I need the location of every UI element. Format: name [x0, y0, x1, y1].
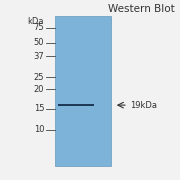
Bar	[55, 16, 111, 166]
Text: 19kDa: 19kDa	[130, 101, 157, 110]
Text: 20: 20	[34, 85, 44, 94]
Text: Western Blot: Western Blot	[108, 4, 175, 14]
Text: 75: 75	[33, 23, 44, 32]
Text: 25: 25	[34, 73, 44, 82]
Text: 37: 37	[33, 52, 44, 61]
Text: 15: 15	[34, 104, 44, 113]
Text: 50: 50	[34, 38, 44, 47]
Bar	[58, 104, 94, 107]
Text: 10: 10	[34, 125, 44, 134]
Text: kDa: kDa	[28, 17, 44, 26]
